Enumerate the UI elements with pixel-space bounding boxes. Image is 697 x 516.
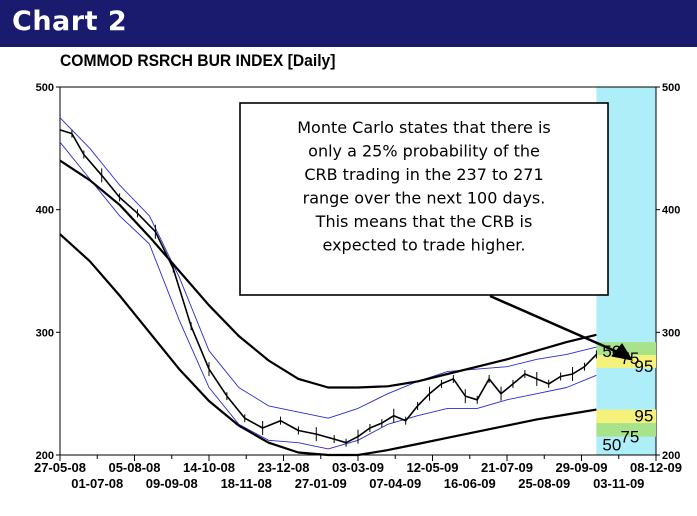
- annotation-line: expected to trade higher.: [323, 236, 526, 255]
- y-tick-label-left: 400: [36, 205, 54, 217]
- x-tick-label-lower: 03-11-09: [593, 476, 644, 491]
- annotation-box: [239, 102, 609, 296]
- annotation-arrow: [489, 294, 623, 356]
- forecast-upper-band-yellow: [596, 355, 656, 368]
- x-tick-label-lower: 01-07-08: [71, 476, 123, 491]
- chart-title: COMMOD RSRCH BUR INDEX [Daily]: [60, 51, 336, 70]
- x-tick-label-upper: 23-12-08: [257, 460, 309, 475]
- chart-header-title: Chart 2: [12, 6, 128, 37]
- blue-envelope-upper: [59, 117, 597, 419]
- x-tick-label-upper: 27-05-08: [34, 460, 86, 475]
- y-tick-label-right: 200: [662, 450, 680, 462]
- forecast-lower-label-75: 75: [620, 428, 639, 447]
- y-tick-label-right: 400: [662, 205, 680, 217]
- y-tick-label-left: 500: [36, 82, 54, 94]
- blue-envelope-lower: [59, 141, 597, 450]
- lower-channel-line: [59, 233, 597, 457]
- y-tick-label-left: 200: [36, 450, 54, 462]
- annotation-line: Monte Carlo states that there is: [297, 118, 551, 137]
- y-tick-label-left: 300: [36, 327, 54, 339]
- chart-header-bar: Chart 2: [0, 0, 697, 47]
- annotation-arrowhead: [611, 343, 634, 361]
- forecast-lower-label-95: 95: [634, 407, 653, 426]
- x-tick-label-upper: 03-03-09: [332, 460, 384, 475]
- annotation-line: range over the next 100 days.: [303, 189, 546, 208]
- x-tick-label-lower: 07-04-09: [369, 476, 421, 491]
- x-tick-label-lower: 25-08-09: [518, 476, 570, 491]
- forecast-lower-band-yellow: [596, 409, 656, 424]
- annotation-line: only a 25% probability of the: [308, 142, 540, 161]
- forecast-upper-label-95: 95: [634, 357, 653, 376]
- forecast-upper-band-green: [596, 342, 656, 356]
- annotation-line: CRB trading in the 237 to 271: [304, 165, 543, 184]
- x-tick-label-lower: 16-06-09: [444, 476, 496, 491]
- x-tick-label-upper: 21-07-09: [481, 460, 533, 475]
- x-tick-label-upper: 29-09-09: [555, 460, 607, 475]
- forecast-lower-label-50: 50: [602, 436, 621, 455]
- y-tick-label-right: 300: [662, 327, 680, 339]
- forecast-lower-band-green: [596, 423, 656, 437]
- upper-channel-line: [59, 159, 597, 389]
- x-tick-label-lower: 18-11-08: [221, 476, 272, 491]
- x-tick-label-upper: 12-05-09: [406, 460, 458, 475]
- y-tick-label-right: 500: [662, 82, 680, 94]
- x-tick-label-upper: 14-10-08: [183, 460, 235, 475]
- x-tick-label-upper: 08-12-09: [630, 460, 682, 475]
- annotation-line: This means that the CRB is: [315, 212, 533, 231]
- x-tick-label-lower: 27-01-09: [295, 476, 347, 491]
- x-tick-label-upper: 05-08-08: [108, 460, 160, 475]
- x-tick-label-lower: 09-09-08: [146, 476, 198, 491]
